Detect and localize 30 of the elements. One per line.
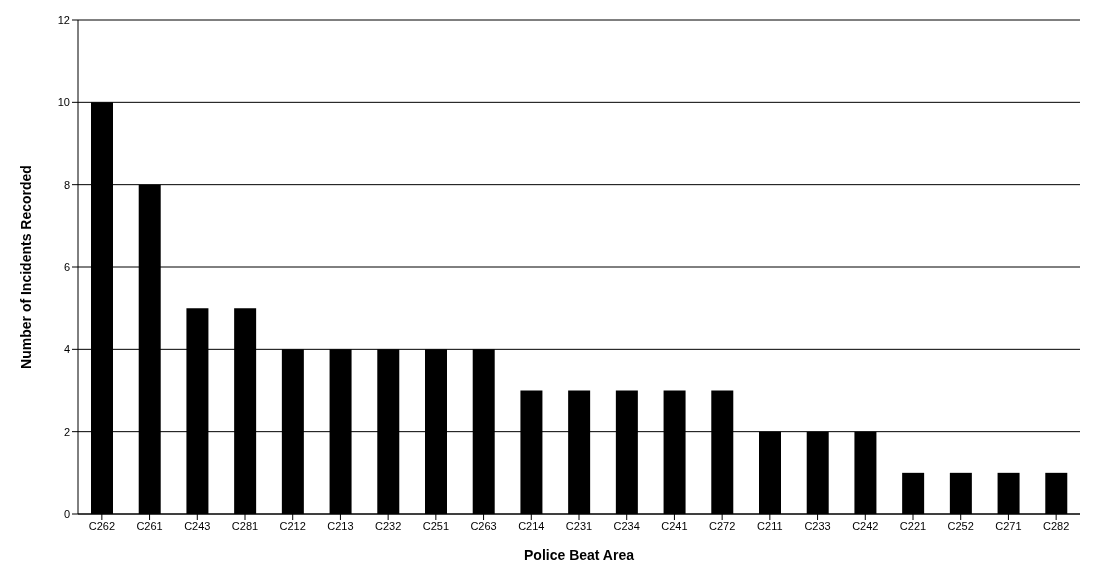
y-tick-label: 12 [57, 13, 70, 26]
x-tick-label: C262 [88, 519, 116, 532]
x-tick-label: C281 [231, 519, 259, 532]
x-tick-label: C212 [279, 519, 306, 532]
y-tick-label: 6 [63, 260, 70, 273]
y-tick-label: 4 [63, 343, 70, 356]
x-tick-label: C242 [852, 519, 879, 532]
x-tick-label: C234 [613, 519, 640, 532]
x-tick-label: C251 [422, 519, 450, 532]
x-tick-label: C252 [947, 519, 974, 532]
x-tick-label: C214 [518, 519, 545, 532]
y-axis-title: Number of Incidents Recorded [17, 165, 34, 369]
x-tick-label: C271 [995, 519, 1022, 532]
x-tick-label: C211 [757, 519, 783, 532]
x-tick-label: C221 [899, 519, 927, 532]
x-tick-label: C282 [1042, 519, 1070, 532]
x-tick-label: C231 [565, 519, 593, 532]
x-tick-label: C213 [327, 519, 354, 532]
x-axis-title: Police Beat Area [524, 547, 635, 563]
x-tick-label: C261 [136, 519, 163, 532]
y-tick-label: 8 [63, 178, 70, 191]
x-tick-label: C232 [374, 519, 402, 532]
x-tick-label: C243 [184, 519, 211, 532]
x-tick-label: C263 [470, 519, 497, 532]
y-tick-label: 0 [63, 507, 70, 520]
x-tick-label: C241 [661, 519, 688, 532]
x-tick-label: C233 [804, 519, 831, 532]
x-tick-label: C272 [708, 519, 736, 532]
y-tick-label: 10 [57, 96, 70, 109]
y-tick-label: 2 [63, 425, 70, 438]
